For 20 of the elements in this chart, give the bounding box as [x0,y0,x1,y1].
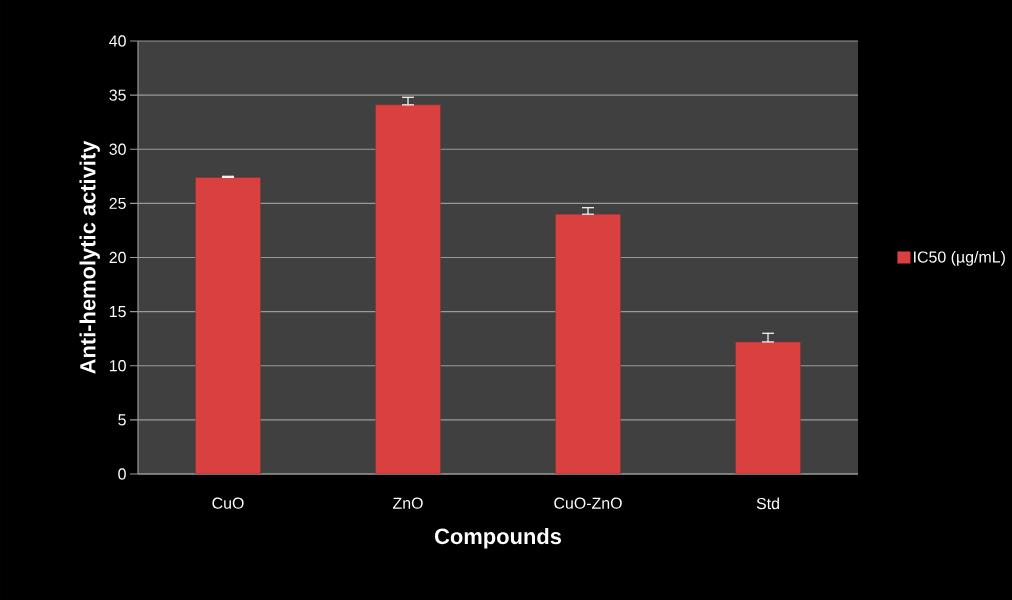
y-tick-label: 5 [118,414,126,426]
x-tick-label: ZnO [393,497,423,509]
y-tick-label: 0 [118,468,126,480]
bar [195,177,261,474]
bar [735,341,801,474]
y-tick-label: 30 [109,143,126,155]
legend-label: IC50 (µg/mL) [914,250,1005,266]
x-tick-label: Std [756,497,779,510]
x-axis-title: Compounds [435,528,562,549]
y-tick-label: 15 [109,306,126,318]
x-tick-label: CuO [212,497,244,509]
y-tick-label: 25 [109,197,126,210]
bar [555,213,621,474]
y-tick-label: 20 [109,251,126,264]
y-tick-label: 40 [109,35,126,47]
bar [375,104,441,474]
y-tick-label: 10 [109,360,126,372]
y-axis-title: Anti-hemolytic activity [79,140,100,374]
x-tick-label: CuO-ZnO [554,497,622,509]
y-tick-label: 35 [109,89,126,101]
